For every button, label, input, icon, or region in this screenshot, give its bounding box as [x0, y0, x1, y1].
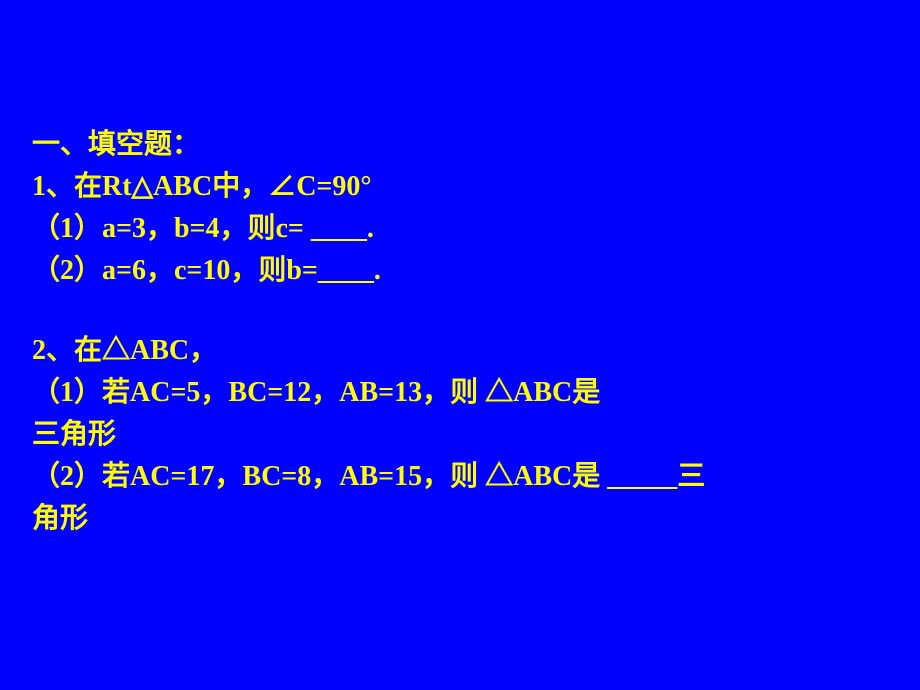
q1-part2: （2）a=6，c=10，则b=____.: [32, 250, 888, 292]
q2-part2-line1: （2）若AC=17，BC=8，AB=15，则 △ABC是 _____三: [32, 456, 888, 498]
q1-stem: 1、在Rt△ABC中，∠C=90°: [32, 166, 888, 208]
spacer: [32, 292, 888, 330]
q2-part1-line1: （1）若AC=5，BC=12，AB=13，则 △ABC是: [32, 372, 888, 414]
section-heading: 一、填空题：: [32, 124, 888, 166]
q1-part1: （1）a=3，b=4，则c= ____.: [32, 208, 888, 250]
slide-content: 一、填空题： 1、在Rt△ABC中，∠C=90° （1）a=3，b=4，则c= …: [0, 0, 920, 540]
q2-part1-line2: 三角形: [32, 414, 888, 456]
q2-part2-line2: 角形: [32, 498, 888, 540]
q2-stem: 2、在△ABC，: [32, 330, 888, 372]
